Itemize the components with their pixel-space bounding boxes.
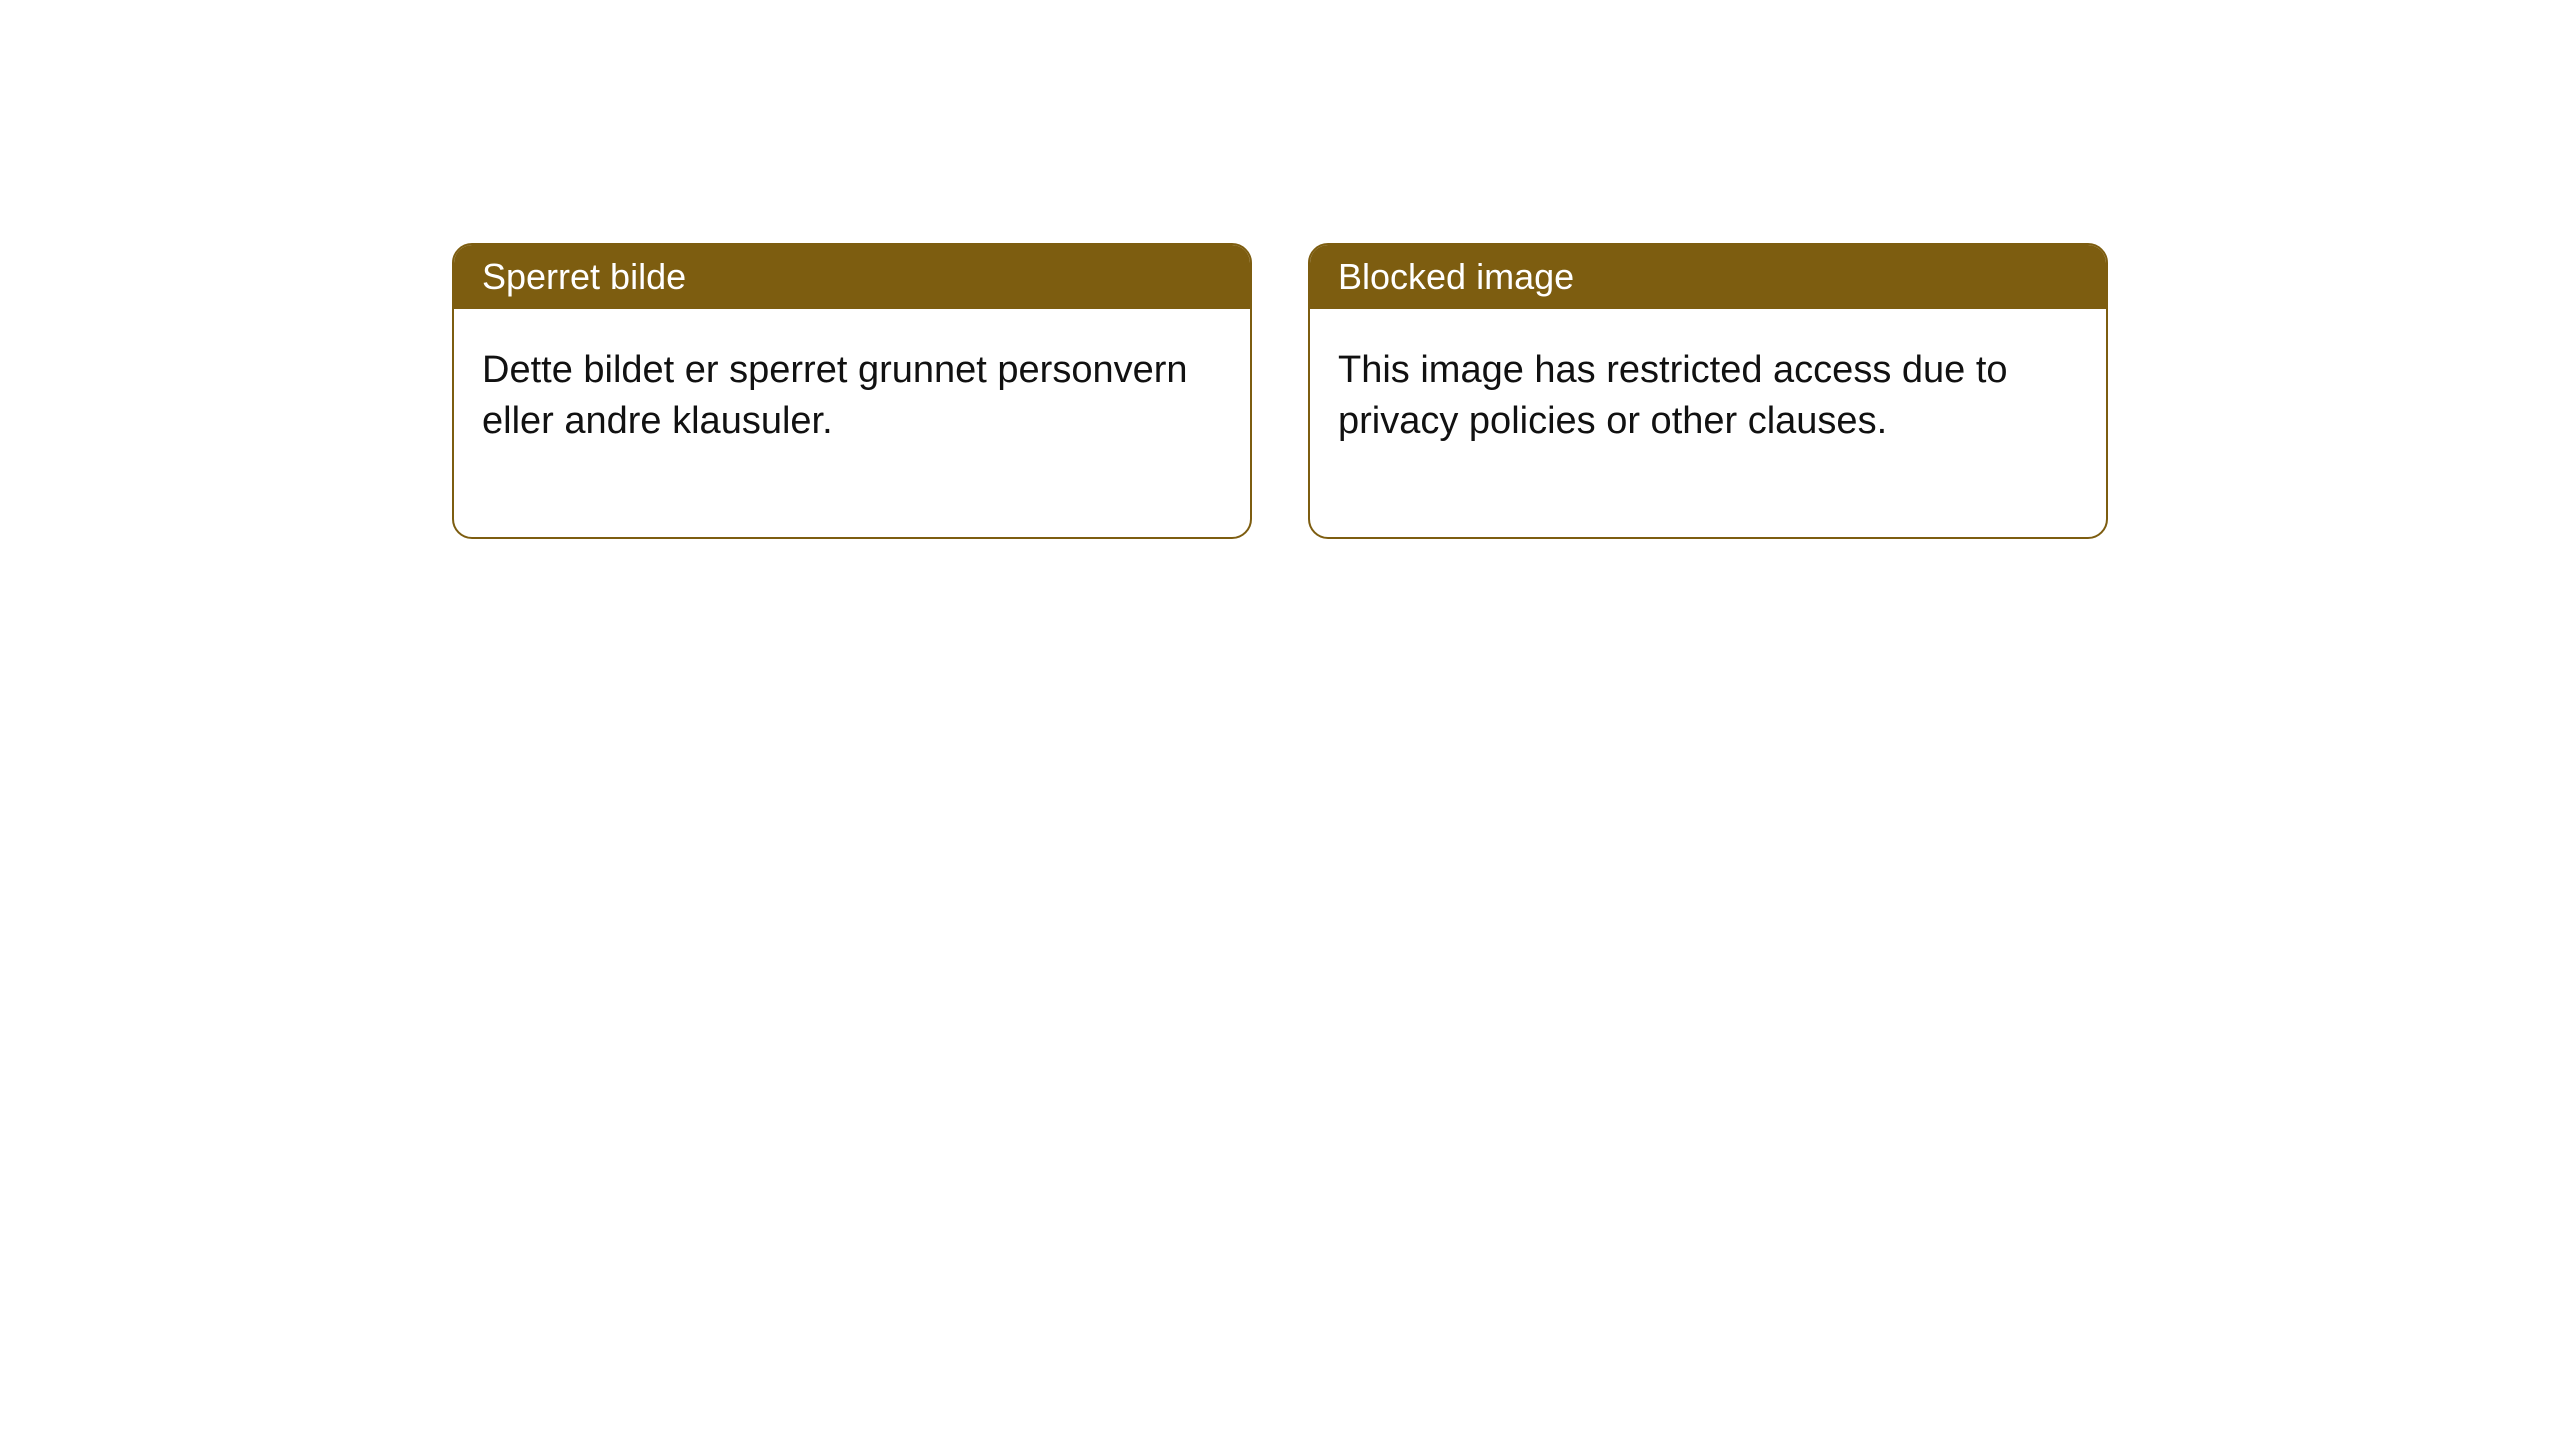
- notice-card-english: Blocked image This image has restricted …: [1308, 243, 2108, 539]
- notice-header-norwegian: Sperret bilde: [454, 245, 1250, 309]
- notice-header-english: Blocked image: [1310, 245, 2106, 309]
- notice-container: Sperret bilde Dette bildet er sperret gr…: [0, 0, 2560, 539]
- notice-body-english: This image has restricted access due to …: [1310, 309, 2106, 537]
- notice-card-norwegian: Sperret bilde Dette bildet er sperret gr…: [452, 243, 1252, 539]
- notice-body-norwegian: Dette bildet er sperret grunnet personve…: [454, 309, 1250, 537]
